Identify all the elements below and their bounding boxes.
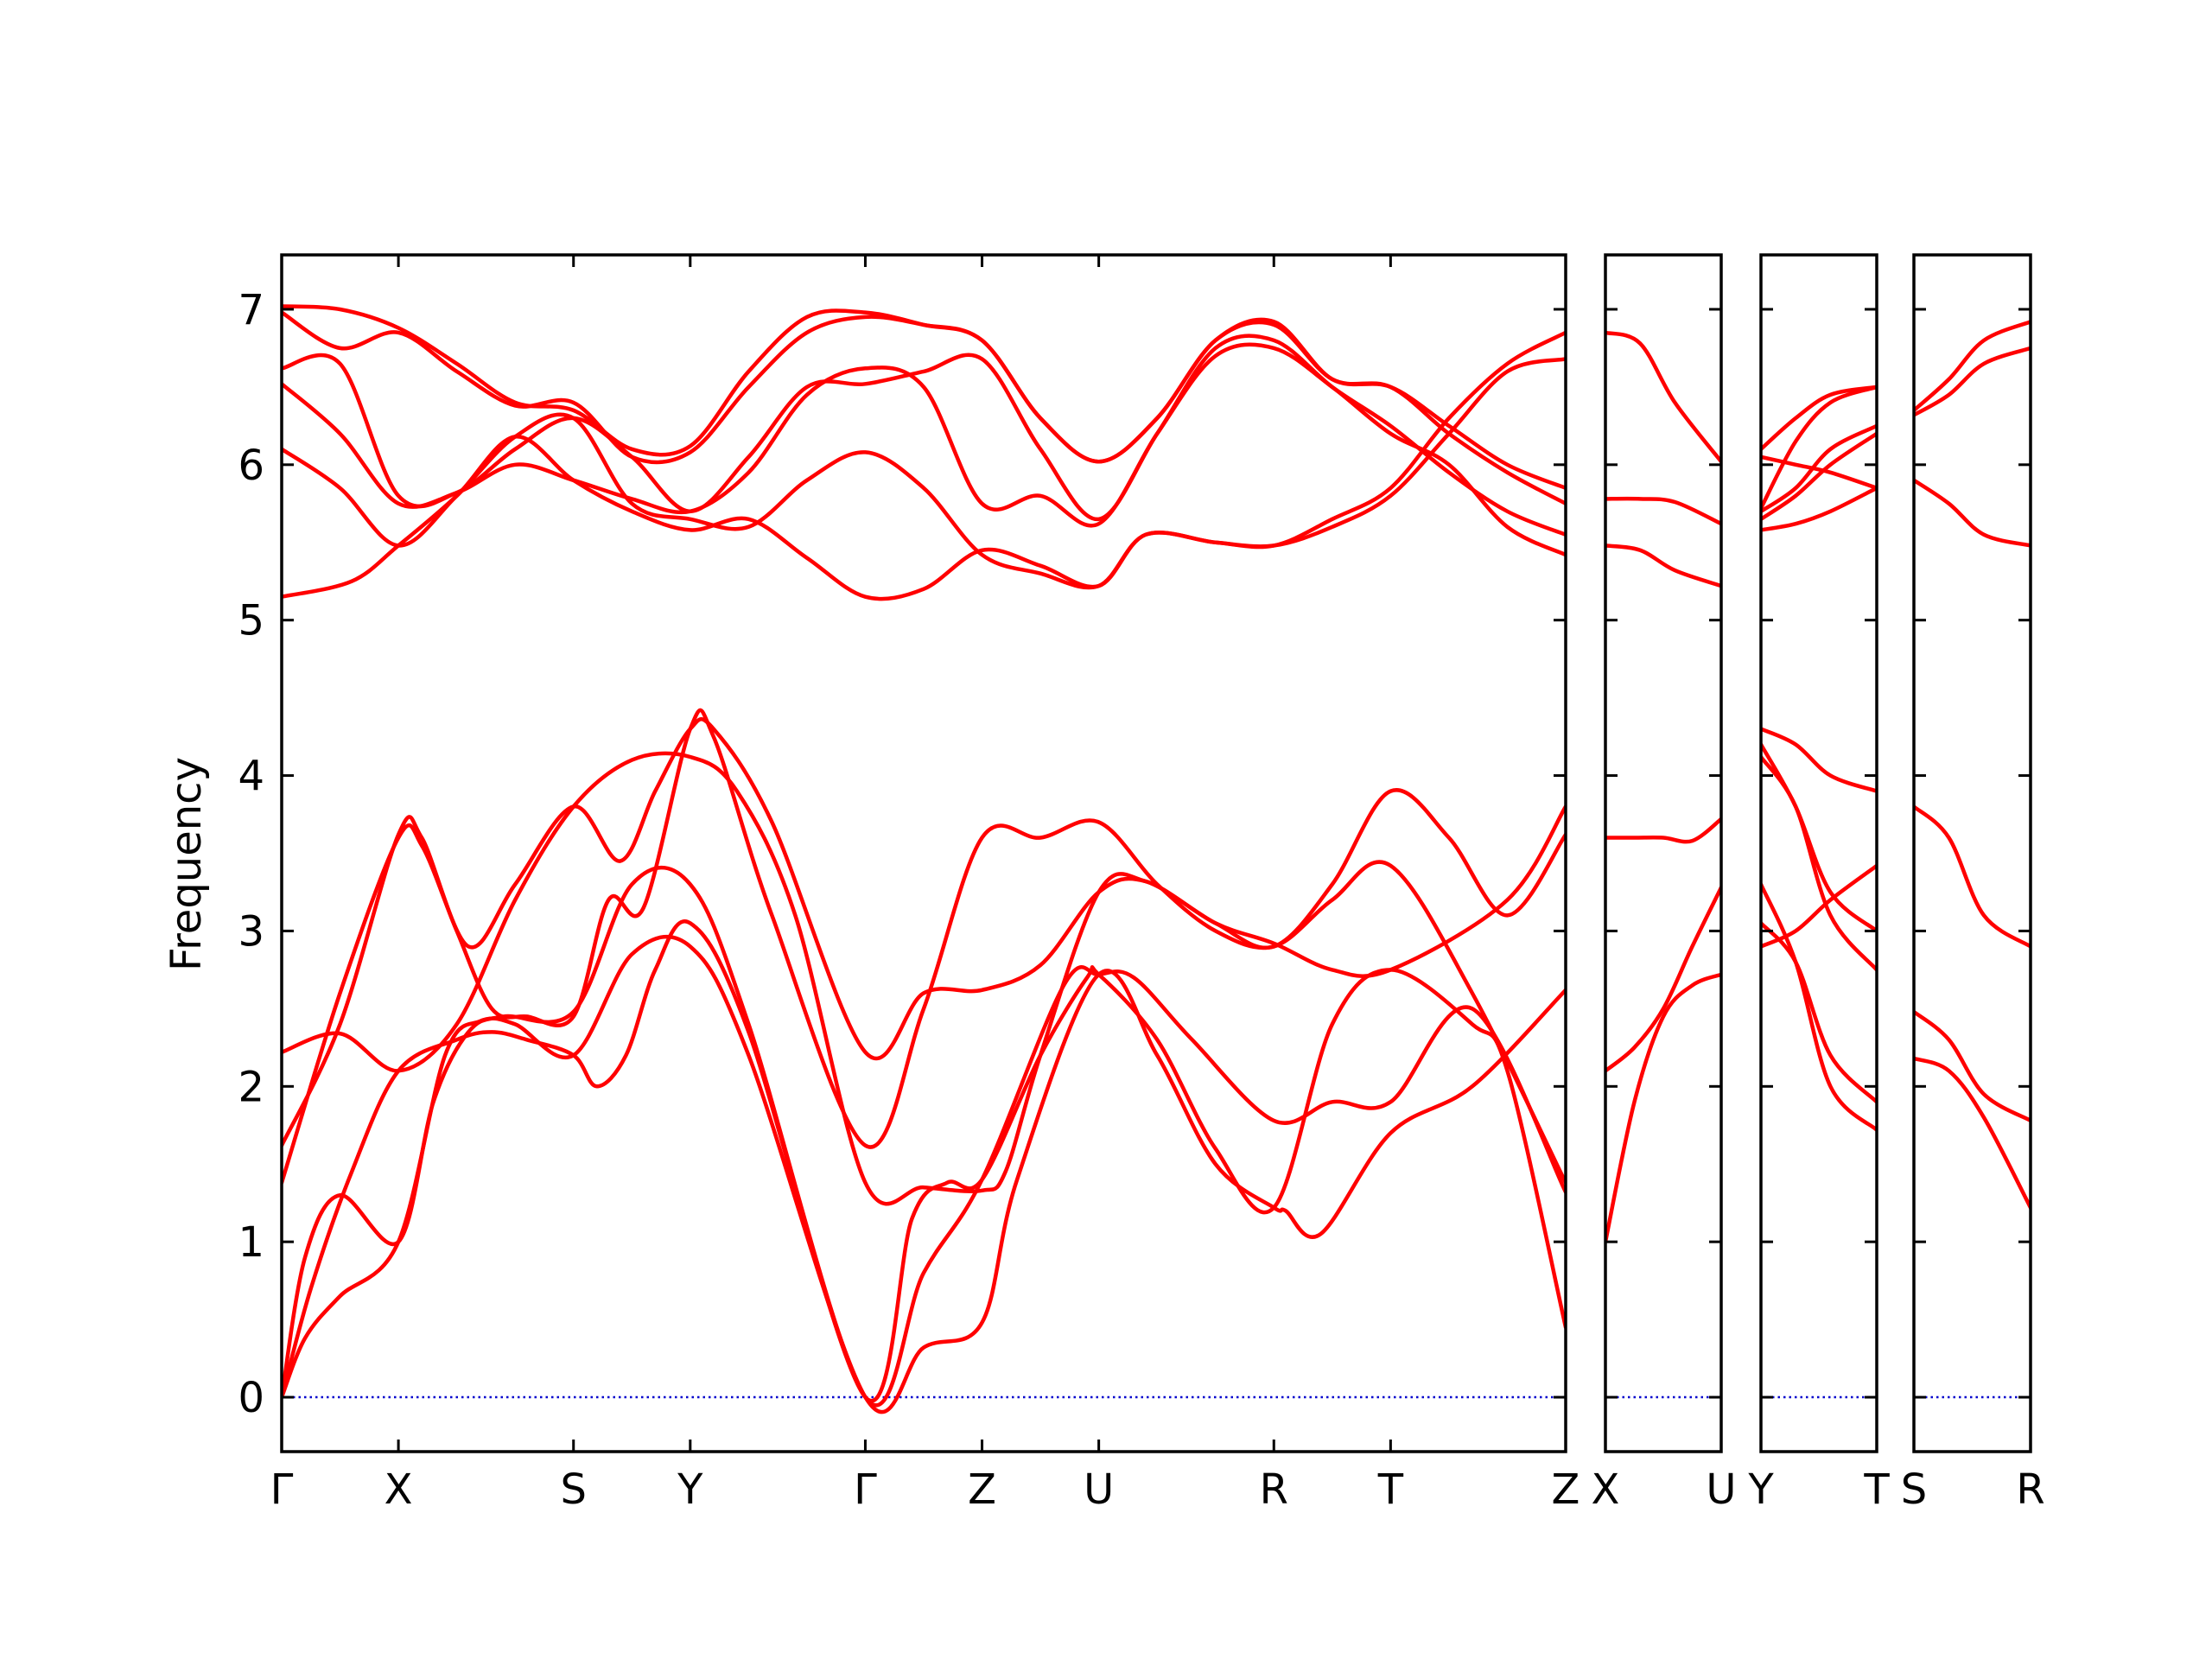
band-line-1 [1914, 1056, 2031, 1210]
band-line-2 [1761, 921, 1877, 1104]
band-lines [1605, 330, 1721, 1244]
panel-frame [1759, 253, 1878, 1453]
x-tick-label: X [385, 1465, 413, 1514]
panel-frame [1912, 253, 2032, 1453]
band-line-4 [1605, 543, 1721, 588]
x-tick-label: Y [677, 1465, 703, 1514]
x-tick-label: R [2016, 1465, 2044, 1514]
band-line-6 [1914, 320, 2031, 413]
band-line-3 [1761, 882, 1877, 1132]
band-line-6 [282, 751, 1566, 1206]
y-tick-label: 0 [238, 1374, 264, 1422]
band-line-8 [1761, 431, 1877, 522]
band-line-5 [1914, 346, 2031, 417]
y-axis-label: Frequency [162, 757, 211, 971]
x-tick-label: R [1260, 1465, 1288, 1514]
band-line-12 [1761, 385, 1877, 511]
x-tick-label: S [1901, 1465, 1927, 1514]
panel-frame [280, 253, 1567, 1453]
y-tick-label: 4 [238, 753, 264, 801]
band-line-4 [1914, 478, 2031, 548]
x-tick-label: U [1706, 1465, 1736, 1514]
x-tick-label: S [560, 1465, 586, 1514]
band-line-12 [282, 304, 1566, 491]
panel-1: 0 1 2 3 4 5 6 7 Γ X S Y Γ Z U R T Z [238, 253, 1580, 1514]
band-line-2 [1914, 1009, 2031, 1123]
band-line-7 [1761, 486, 1877, 532]
band-lines [1914, 320, 2031, 1210]
x-tick-label: X [1592, 1465, 1620, 1514]
band-line-6 [1605, 330, 1721, 464]
y-tick-label: 1 [238, 1218, 264, 1267]
band-line-5 [282, 717, 1566, 1147]
y-tick-label: 6 [238, 442, 264, 490]
x-tick-label: Z [968, 1465, 996, 1514]
x-tick-label: Z [1552, 1465, 1580, 1514]
band-lines [282, 304, 1566, 1414]
y-tick-label: 7 [238, 286, 264, 334]
band-line-3 [1914, 804, 2031, 949]
x-tick-label: T [1377, 1465, 1404, 1514]
band-line-8 [282, 330, 1566, 590]
y-tick-label: 3 [238, 907, 264, 956]
y-tick-label: 5 [238, 597, 264, 645]
x-tick-label: Γ [854, 1465, 877, 1514]
band-line-2 [1605, 885, 1721, 1073]
y-tick-label: 2 [238, 1063, 264, 1111]
band-line-1 [1605, 972, 1721, 1244]
band-line-3 [1605, 817, 1721, 844]
band-line-10 [282, 334, 1566, 537]
band-line-10 [1761, 454, 1877, 491]
band-line-6 [1761, 727, 1877, 793]
band-lines [1761, 385, 1877, 1132]
band-line-5 [1761, 742, 1877, 933]
band-line-1 [282, 934, 1566, 1414]
band-line-7 [282, 357, 1566, 601]
band-line-1 [1761, 863, 1877, 949]
x-tick-label: Γ [270, 1465, 294, 1514]
band-line-3 [282, 919, 1566, 1403]
x-tick-label: U [1084, 1465, 1114, 1514]
x-tick-label: T [1863, 1465, 1890, 1514]
band-line-11 [1761, 385, 1877, 452]
x-tick-label: Y [1747, 1465, 1774, 1514]
panel-frame [1604, 253, 1723, 1453]
band-line-5 [1605, 496, 1721, 526]
